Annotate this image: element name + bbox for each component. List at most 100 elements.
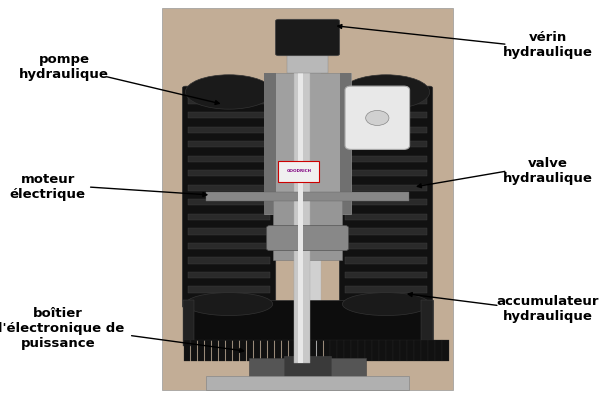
Bar [394,340,400,361]
Bar [191,340,197,361]
Bar [345,185,427,191]
Bar [212,340,218,361]
Bar [345,141,427,147]
Bar [345,257,427,264]
Bar [345,156,427,162]
Bar [345,127,427,133]
Bar [205,340,211,361]
Bar [182,300,433,340]
Bar [188,257,270,264]
Ellipse shape [342,75,430,109]
Bar [188,170,270,177]
Bar [273,195,343,260]
Bar [359,340,365,361]
Bar [435,340,441,361]
Bar [289,340,295,361]
Bar [296,340,302,361]
Bar [345,340,351,361]
Bar [188,156,270,162]
Bar [345,199,427,205]
Bar [278,161,319,182]
Bar [421,340,428,361]
Bar [162,8,453,390]
Text: moteur
électrique: moteur électrique [10,173,86,201]
Bar [310,340,316,361]
Bar [188,112,270,118]
Bar [400,340,406,361]
Bar [337,340,344,361]
Bar [345,272,427,278]
Bar [345,170,427,177]
Bar [188,199,270,205]
Bar [309,21,321,390]
Bar [442,340,449,361]
FancyBboxPatch shape [339,86,433,308]
Bar [345,286,427,293]
Bar [386,340,393,361]
Bar [340,73,351,214]
Bar [188,185,270,191]
Bar [324,340,330,361]
Text: GOODRICH: GOODRICH [286,169,312,173]
Bar [267,340,274,361]
Bar [372,340,379,361]
Bar [182,300,194,346]
Ellipse shape [185,293,273,316]
Bar [188,127,270,133]
Bar [188,243,270,249]
Text: valve
hydraulique: valve hydraulique [503,157,592,186]
Bar [261,340,267,361]
Bar [188,286,270,293]
Bar [282,340,288,361]
Bar [345,214,427,220]
Bar [188,229,270,234]
Text: boîtier
d'électronique de
puissance: boîtier d'électronique de puissance [0,307,124,351]
Bar [297,27,303,363]
Bar [407,340,414,361]
Ellipse shape [185,75,273,109]
Bar [188,141,270,147]
Bar [316,340,323,361]
Bar [198,340,204,361]
Bar [264,73,275,214]
FancyBboxPatch shape [275,19,340,56]
Bar [206,375,409,390]
Bar [294,27,310,363]
Text: vérin
hydraulique: vérin hydraulique [503,31,592,59]
Bar [345,112,427,118]
Bar [184,340,190,361]
FancyBboxPatch shape [345,86,409,149]
Bar [345,243,427,249]
Bar [233,340,239,361]
Bar [188,214,270,220]
Bar [351,340,358,361]
Bar [275,340,281,361]
Bar [287,46,328,73]
Bar [264,73,351,214]
Bar [414,340,420,361]
Bar [250,358,365,379]
Bar [379,340,386,361]
Bar [428,340,435,361]
Bar [240,340,246,361]
Ellipse shape [342,293,430,316]
Bar [302,340,309,361]
Text: pompe
hydraulique: pompe hydraulique [20,53,109,81]
Bar [254,340,260,361]
Text: accumulateur
hydraulique: accumulateur hydraulique [496,295,599,323]
Bar [421,300,433,346]
FancyBboxPatch shape [182,86,276,308]
Bar [345,98,427,104]
Bar [219,340,225,361]
Bar [284,356,330,386]
FancyBboxPatch shape [267,226,348,251]
Bar [247,340,253,361]
Bar [365,340,371,361]
Bar [294,21,306,390]
Bar [330,340,337,361]
Circle shape [366,110,389,125]
Bar [188,98,270,104]
Bar [345,229,427,234]
Bar [188,272,270,278]
Bar [206,193,409,201]
